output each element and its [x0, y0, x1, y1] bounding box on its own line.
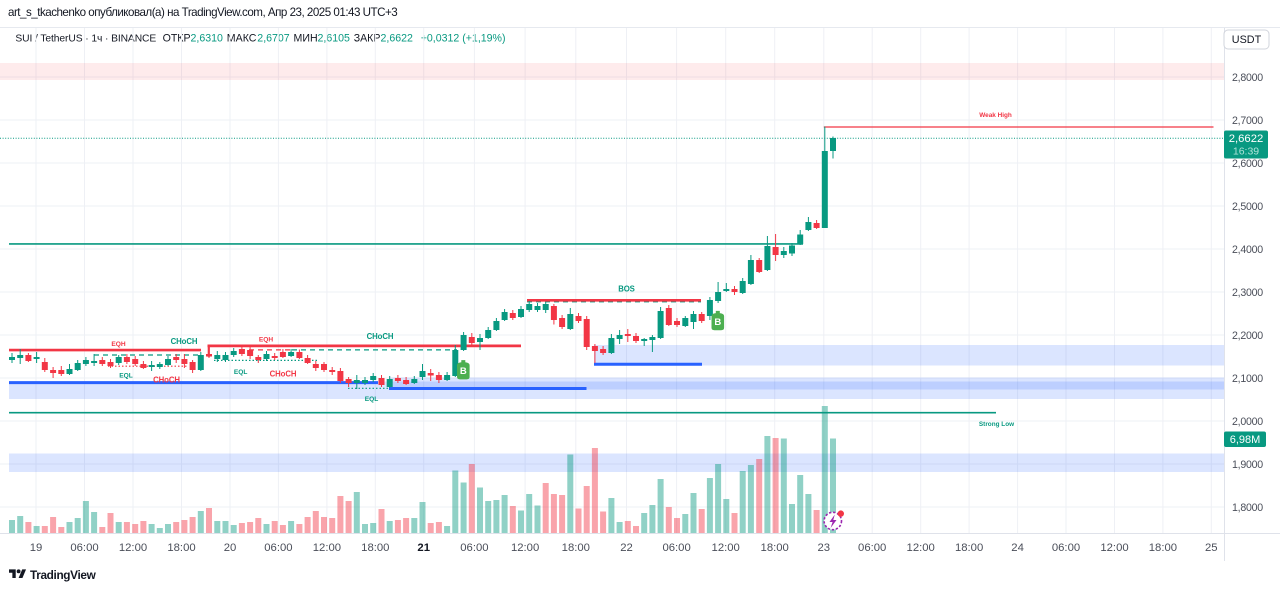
svg-text:2,8000: 2,8000 [1232, 72, 1263, 84]
svg-text:EQL: EQL [365, 396, 379, 403]
svg-text:CHoCH: CHoCH [270, 370, 297, 379]
svg-text:18:00: 18:00 [361, 542, 389, 554]
svg-text:12:00: 12:00 [712, 542, 740, 554]
svg-text:24: 24 [1011, 542, 1024, 554]
svg-text:18:00: 18:00 [562, 542, 590, 554]
svg-text:EQL: EQL [234, 369, 248, 376]
svg-text:12:00: 12:00 [119, 542, 147, 554]
svg-text:2,3000: 2,3000 [1232, 287, 1263, 299]
svg-text:CHoCH: CHoCH [171, 337, 198, 346]
svg-text:18:00: 18:00 [761, 542, 789, 554]
svg-text:06:00: 06:00 [70, 542, 98, 554]
svg-text:2,7000: 2,7000 [1232, 115, 1263, 127]
svg-text:12:00: 12:00 [1100, 542, 1128, 554]
svg-text:ЗАКР: ЗАКР [354, 33, 381, 45]
svg-text:2,6707: 2,6707 [257, 33, 290, 45]
svg-text:16:39: 16:39 [1233, 146, 1259, 158]
svg-text:2,1000: 2,1000 [1232, 373, 1263, 385]
svg-text:18:00: 18:00 [955, 542, 983, 554]
svg-text:BOS: BOS [618, 284, 635, 293]
svg-text:23: 23 [818, 542, 831, 554]
svg-text:МИН: МИН [294, 33, 318, 45]
svg-text:USDT: USDT [1232, 34, 1262, 46]
svg-text:SUI / TetherUS · 1ч · BINANCE: SUI / TetherUS · 1ч · BINANCE [15, 34, 156, 45]
svg-text:2,6622: 2,6622 [381, 33, 414, 45]
svg-text:18:00: 18:00 [167, 542, 195, 554]
svg-text:Weak High: Weak High [979, 112, 1012, 119]
svg-text:6,98M: 6,98M [1230, 434, 1261, 446]
svg-text:2,4000: 2,4000 [1232, 244, 1263, 256]
svg-text:EQH: EQH [259, 336, 274, 343]
svg-text:EQL: EQL [119, 372, 133, 379]
svg-text:2,5000: 2,5000 [1232, 201, 1263, 213]
svg-text:1,9000: 1,9000 [1232, 459, 1263, 471]
svg-text:2,6000: 2,6000 [1232, 158, 1263, 170]
svg-text:CHoCH: CHoCH [367, 332, 394, 341]
svg-text:CHoCH: CHoCH [153, 376, 180, 385]
svg-text:25: 25 [1205, 542, 1218, 554]
svg-text:12:00: 12:00 [511, 542, 539, 554]
svg-text:20: 20 [224, 542, 237, 554]
svg-text:2,6622: 2,6622 [1229, 133, 1264, 145]
svg-text:06:00: 06:00 [662, 542, 690, 554]
svg-text:12:00: 12:00 [313, 542, 341, 554]
svg-text:EQH: EQH [111, 341, 126, 348]
svg-text:2,6310: 2,6310 [191, 33, 224, 45]
svg-text:06:00: 06:00 [858, 542, 886, 554]
svg-text:12:00: 12:00 [907, 542, 935, 554]
svg-text:22: 22 [620, 542, 633, 554]
svg-text:1,8000: 1,8000 [1232, 502, 1263, 514]
svg-text:+0,0312 (+1,19%): +0,0312 (+1,19%) [421, 33, 506, 45]
svg-text:TradingView: TradingView [30, 568, 97, 582]
svg-text:МАКС: МАКС [227, 33, 257, 45]
svg-text:Strong Low: Strong Low [979, 421, 1014, 428]
svg-text:2,2000: 2,2000 [1232, 330, 1263, 342]
svg-text:B: B [460, 366, 467, 377]
svg-text:2,0000: 2,0000 [1232, 416, 1263, 428]
svg-text:06:00: 06:00 [1052, 542, 1080, 554]
svg-text:2,6105: 2,6105 [318, 33, 351, 45]
svg-text:18:00: 18:00 [1149, 542, 1177, 554]
svg-text:B: B [714, 317, 721, 328]
svg-text:06:00: 06:00 [460, 542, 488, 554]
svg-text:06:00: 06:00 [264, 542, 292, 554]
svg-text:19: 19 [30, 542, 43, 554]
svg-text:ОТКР: ОТКР [163, 33, 191, 45]
svg-text:21: 21 [417, 542, 430, 554]
